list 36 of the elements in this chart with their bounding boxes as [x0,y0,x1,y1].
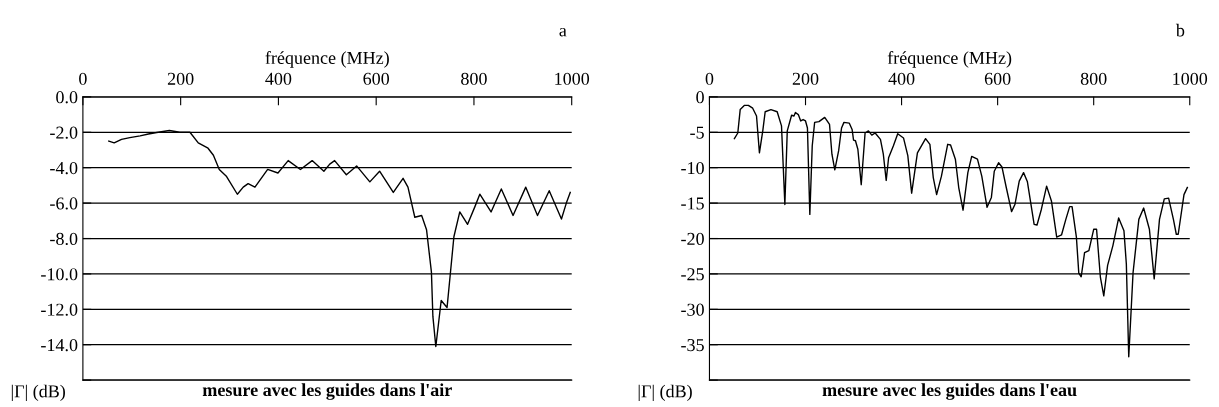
x-axis-title: fréquence (MHz) [265,51,389,68]
y-axis-title: |Γ| (dB) [11,384,65,402]
x-tick-label: 600 [363,72,390,85]
text: b [1175,23,1185,37]
y-tick-label: 0.0 [56,91,78,104]
y-tick-label: -25 [681,268,704,281]
x-tick-label: 1000 [555,72,590,85]
x-tick-label: 1000 [1173,72,1208,85]
y-tick-label: -10.0 [41,268,78,281]
y-axis-title: |Γ| (dB) [638,384,692,402]
x-tick-label: 400 [265,72,292,85]
y-tick-label: -35 [681,339,704,352]
x-tick-label: 200 [792,72,819,85]
x-tick-label: 800 [1080,72,1107,85]
x-tick-label: 800 [461,72,487,85]
y-tick-label: -8.0 [50,232,78,246]
text: a [559,27,567,37]
x-tick-label: 0 [79,72,87,85]
y-tick-label: -10 [681,161,704,175]
y-tick-label: -5 [690,126,704,139]
y-tick-label: -14.0 [41,338,78,352]
x-tick-label: 600 [984,72,1011,85]
x-tick-label: 400 [888,72,915,85]
y-tick-label: -30 [681,303,704,316]
text: mesure avec les guides dans l'eau [822,383,1077,400]
y-tick-label: -2.0 [50,126,78,139]
x-tick-label: 200 [167,72,194,85]
y-tick-label: -6.0 [50,197,78,210]
y-tick-label: -12.0 [41,303,78,316]
y-tick-label: 0 [696,91,704,104]
text: mesure avec les guides dans l'air [202,383,452,400]
y-tick-label: -15 [681,197,704,210]
y-tick-label: -4.0 [50,161,78,175]
y-tick-label: -20 [681,232,704,245]
x-axis-title: fréquence (MHz) [887,51,1012,68]
x-tick-label: 0 [705,72,714,85]
